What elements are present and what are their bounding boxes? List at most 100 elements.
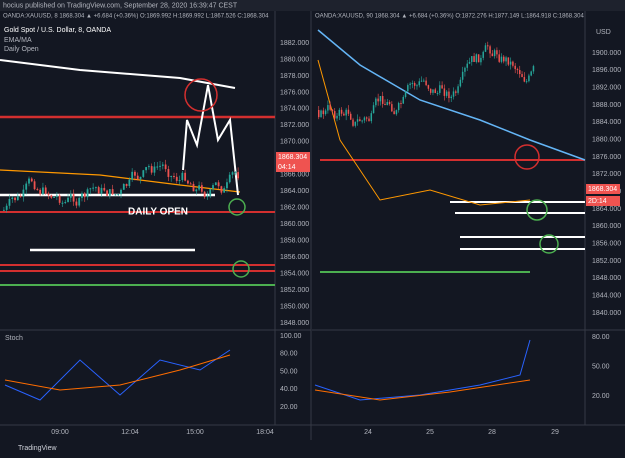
candle [164,164,167,170]
candle [111,189,114,195]
price-tick: 1858.000 [280,237,309,244]
candle [393,111,395,115]
price-tick: 100.00 [280,333,302,340]
candle [139,176,142,180]
candle [331,109,334,112]
candle [200,185,203,192]
candle [214,182,217,186]
candle [359,119,361,122]
candle [496,50,498,55]
legend: Daily Open [4,46,39,53]
time-tick: 15:00 [186,429,204,436]
candle [436,92,439,94]
ema [317,59,531,206]
candle [432,89,434,93]
candle [503,56,505,62]
circle [539,234,559,254]
candle [320,110,322,118]
candle [473,56,475,63]
price-tick: 40.00 [280,386,298,393]
candle [47,193,50,196]
candle [19,195,22,197]
price-tick: 1866.000 [280,172,309,179]
candle [106,190,108,196]
candle [122,183,125,190]
candle [498,54,500,62]
candle [404,91,407,97]
price-tick: 50.00 [592,363,610,370]
candle [117,194,120,196]
price-tick: 1864.000 [280,188,309,195]
stoch-k [4,349,231,401]
candle [11,197,14,200]
candle [175,176,178,181]
time-tick: 29 [551,429,559,436]
candle [439,85,441,93]
candle [58,195,61,203]
price-tick: 1860.000 [280,221,309,228]
candle [78,197,81,206]
candle [512,61,514,66]
price-tick: 80.00 [592,334,610,341]
candle [61,202,64,204]
candle [72,194,75,202]
price-tick: 1880.000 [592,137,621,144]
candle [150,166,153,173]
candle [425,80,427,86]
candle [81,193,83,198]
candle [156,166,159,168]
price-tag [276,162,310,172]
stoch-label: Stoch [5,335,23,342]
time-tick: 28 [488,429,496,436]
right-info: OANDA:XAUUSD, 90 1868.304 ▲ +6.684 (+0.3… [315,14,584,20]
price-tick: 1876.000 [592,154,621,161]
candle [516,69,519,71]
candle [372,105,375,114]
candle [237,172,240,179]
price-tick: 1852.000 [592,258,621,265]
candle [370,113,373,122]
price-tick: 1892.000 [592,85,621,92]
price-tick: 1878.000 [280,73,309,80]
candle [75,201,78,206]
candle [500,56,503,62]
candle [125,183,128,186]
candle [187,180,189,184]
candle [184,172,187,181]
price-tick: 1884.000 [592,119,621,126]
circle [228,198,246,216]
candle [375,98,377,106]
brand: TradingView [18,445,57,452]
candle [384,103,386,106]
candle [103,187,106,191]
candle [44,187,47,194]
candle [223,188,226,193]
candle [329,105,331,110]
drawings: DAILY OPEN [0,29,586,401]
price-tick: 1864.000 [592,206,621,213]
candle [33,181,36,190]
price-tick: 1848.000 [592,275,621,282]
price-tick: 1850.000 [280,303,309,310]
candle [354,121,357,126]
candle [416,85,418,87]
candle [400,103,402,105]
candle [427,85,430,89]
candle [178,179,181,181]
candle [530,71,532,76]
candle [69,194,72,198]
candle [128,179,131,186]
price-tick: 1880.000 [280,56,309,63]
candle [441,85,443,89]
candle [420,80,423,82]
price-tag [586,196,620,206]
candle [368,118,370,122]
candle [521,74,523,78]
candle [206,195,209,198]
candle [532,66,535,72]
price-tick: 1854.000 [280,270,309,277]
price-tag [586,184,620,194]
price-tag-text: 1868.304 [278,154,307,161]
candle [475,54,478,63]
